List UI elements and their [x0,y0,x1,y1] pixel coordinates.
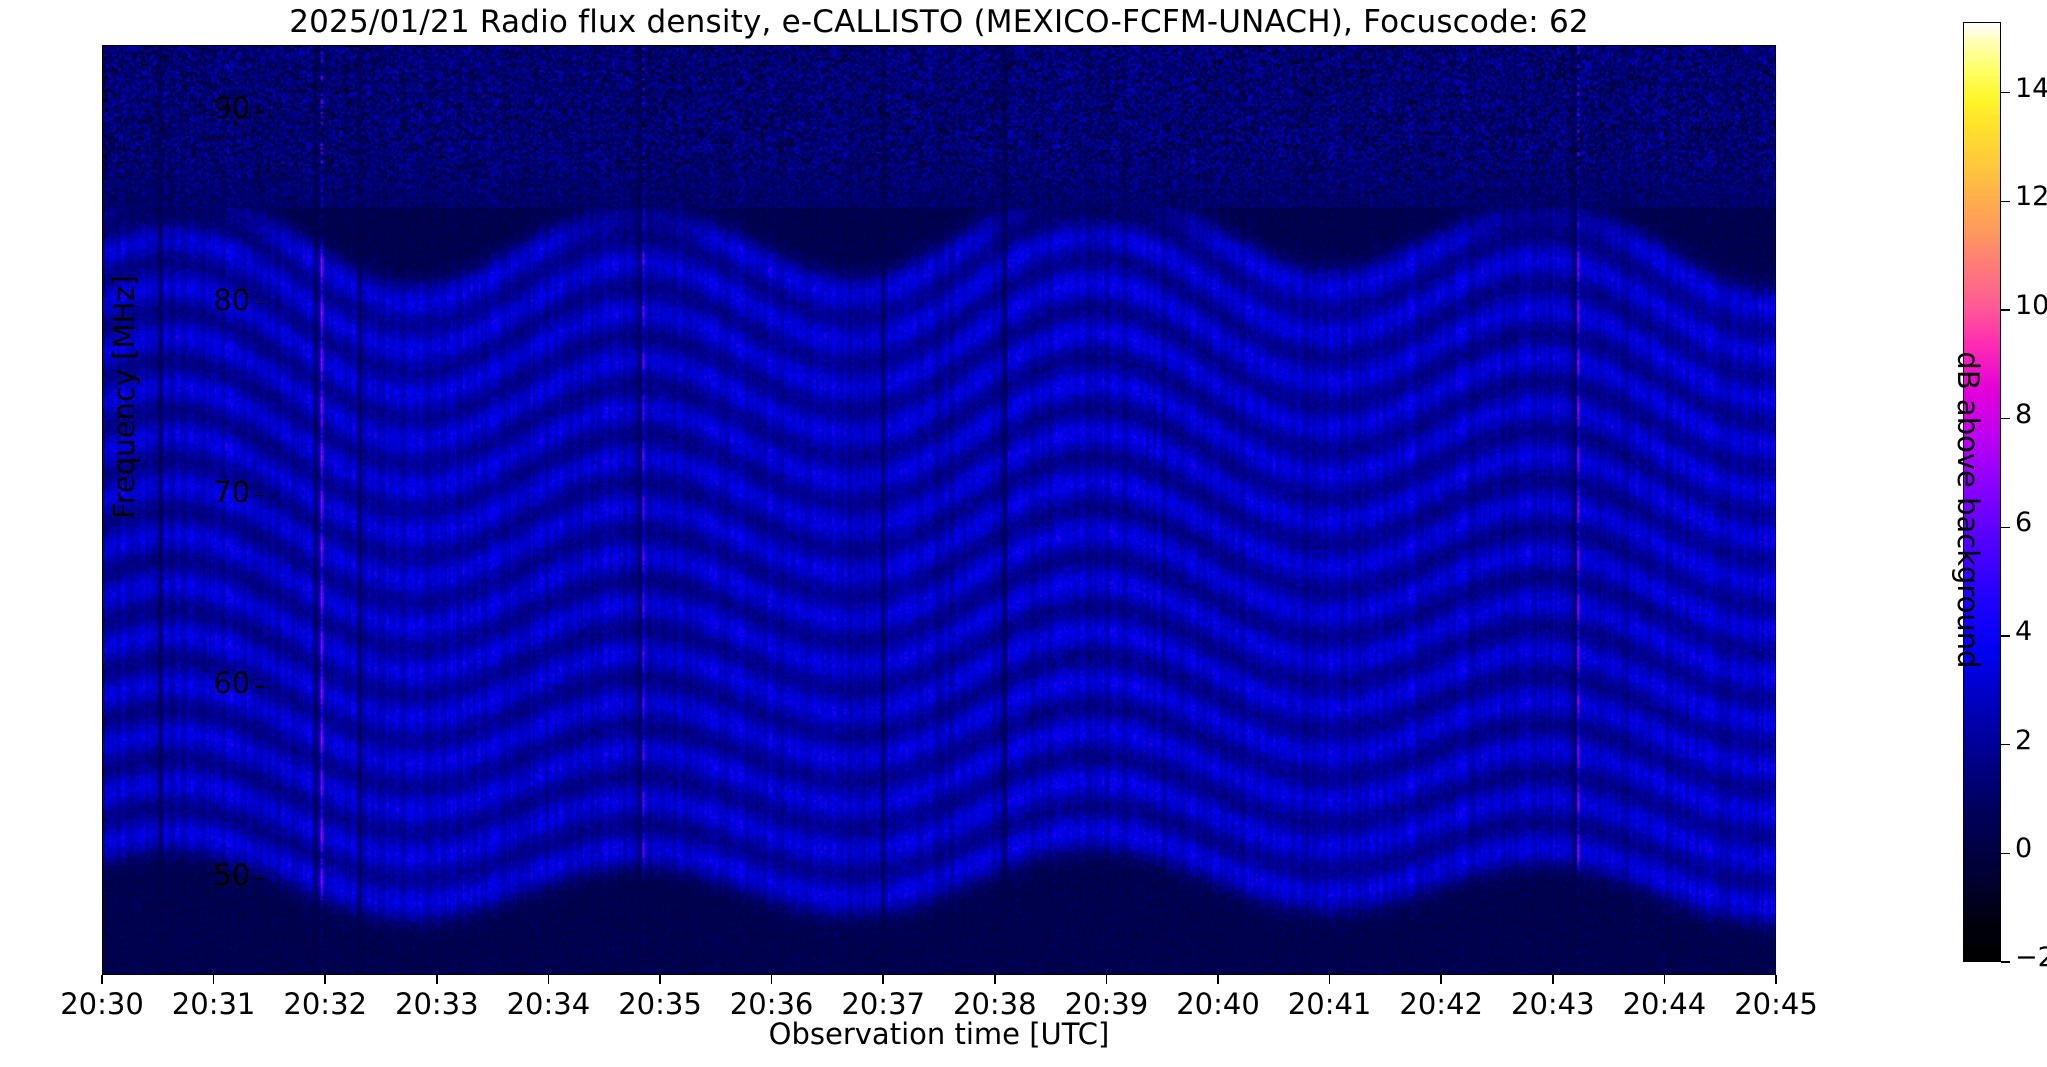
colorbar-tick-mark [2001,309,2010,311]
x-tick-label: 20:40 [1176,987,1260,1021]
x-tick-label: 20:32 [283,987,367,1021]
x-tick-mark [882,975,884,984]
x-tick-label: 20:42 [1399,987,1483,1021]
spectrogram-image [103,46,1775,974]
colorbar-tick-label: 4 [2015,615,2033,647]
x-tick-label: 20:31 [171,987,256,1021]
colorbar-tick-mark [2001,961,2010,963]
colorbar-tick-mark [2001,635,2010,637]
y-tick-label: 80 [213,282,250,317]
x-tick-label: 20:33 [395,987,479,1021]
x-tick-mark [1775,975,1777,984]
x-tick-mark [1663,975,1666,984]
colorbar-tick-label: 14 [2015,72,2047,104]
colorbar-tick-mark [2001,743,2010,746]
colorbar-tick-label: −2 [2015,942,2047,973]
x-tick-label: 20:37 [841,987,925,1021]
x-tick-mark [659,975,661,984]
colorbar-tick-mark [2001,852,2010,855]
colorbar-tick-mark [2001,200,2010,203]
x-tick-mark [1105,975,1108,984]
colorbar-tick-label: 10 [2015,289,2047,321]
x-tick-label: 20:34 [506,987,591,1021]
x-tick-label: 20:35 [618,987,702,1021]
y-tick-mark [255,302,264,305]
y-tick-mark [255,494,264,497]
y-tick-mark [255,686,264,688]
x-tick-mark [324,975,326,984]
colorbar-tick-label: 6 [2015,507,2033,539]
y-tick-label: 90 [213,91,250,126]
x-tick-mark [1328,975,1331,984]
x-tick-mark [1440,975,1442,984]
page-title: 2025/01/21 Radio flux density, e-CALLIST… [289,4,1589,40]
x-tick-mark [547,975,550,984]
x-tick-mark [212,975,215,984]
y-tick-mark [255,111,264,113]
colorbar-tick-label: 0 [2015,833,2033,865]
y-tick-mark [255,878,264,880]
x-axis-label: Observation time [UTC] [768,1017,1110,1051]
y-tick-label: 50 [213,858,250,893]
x-tick-mark [1552,975,1554,984]
x-tick-mark [436,975,438,984]
x-tick-label: 20:38 [953,987,1037,1021]
x-tick-label: 20:41 [1287,987,1372,1021]
colorbar-tick-label: 2 [2015,724,2033,756]
x-tick-label: 20:39 [1064,987,1149,1021]
x-tick-label: 20:45 [1734,987,1818,1021]
x-tick-mark [101,975,103,984]
colorbar-tick-label: 8 [2015,398,2033,430]
colorbar-tick-label: 12 [2015,181,2047,213]
y-axis-label: Frequency [MHz] [107,275,141,519]
x-tick-mark [994,975,996,984]
spectrogram-plot-area [102,45,1776,975]
x-tick-label: 20:43 [1511,987,1595,1021]
colorbar-gradient [1963,22,2001,962]
y-tick-label: 60 [213,666,250,701]
colorbar-tick-mark [2001,91,2010,94]
x-tick-mark [770,975,773,984]
x-tick-label: 20:30 [60,987,144,1021]
y-tick-label: 70 [213,474,250,509]
colorbar: 14 12 10 8 6 4 2 0 −2 [1963,22,2047,973]
colorbar-tick-mark [2001,417,2010,420]
x-tick-label: 20:44 [1622,987,1707,1021]
x-tick-mark [1217,975,1219,984]
colorbar-tick-mark [2001,526,2010,529]
x-tick-label: 20:36 [729,987,814,1021]
colorbar-label: dB above background [1951,351,1985,669]
